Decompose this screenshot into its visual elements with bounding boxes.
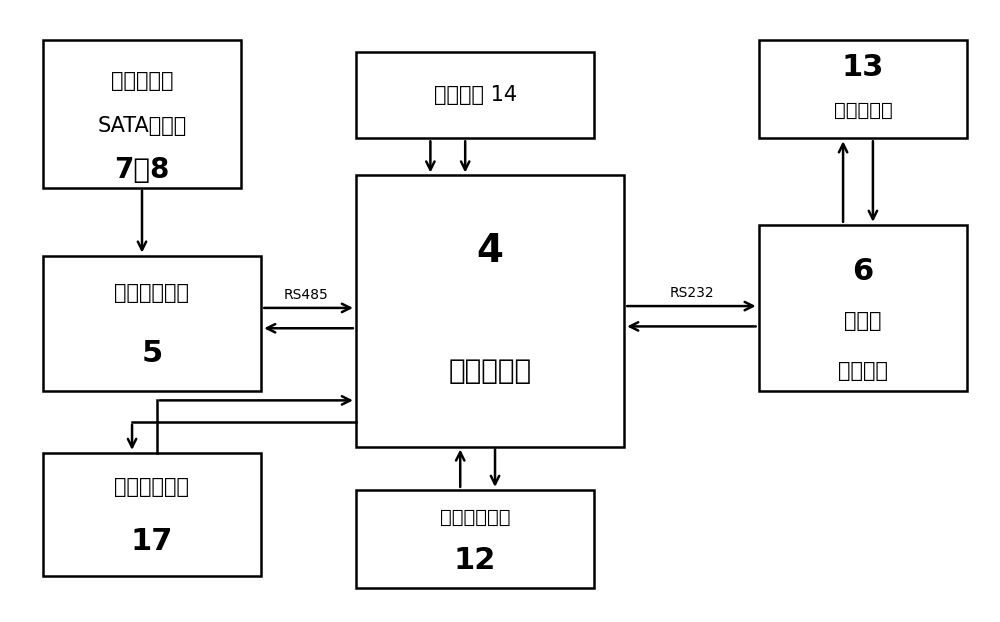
Text: RS232: RS232 — [670, 286, 714, 300]
Text: 操控按鈕 14: 操控按鈕 14 — [434, 85, 517, 105]
Bar — [43, 40, 241, 188]
Text: 主口接板、: 主口接板、 — [111, 71, 173, 91]
Text: 6: 6 — [852, 257, 874, 285]
Text: 显示模块: 显示模块 — [838, 361, 888, 381]
Bar — [356, 490, 594, 588]
Text: 5: 5 — [141, 338, 163, 368]
Bar — [759, 225, 967, 391]
Text: 17: 17 — [131, 527, 173, 556]
Bar — [43, 256, 261, 391]
Text: 13: 13 — [842, 53, 884, 82]
Text: 4: 4 — [477, 233, 504, 271]
Bar — [356, 52, 594, 139]
Bar — [43, 453, 261, 576]
Text: 数据存储模块: 数据存储模块 — [114, 477, 189, 498]
Text: 触摸屏: 触摸屏 — [844, 311, 882, 332]
Text: 单片机主板: 单片机主板 — [448, 356, 532, 384]
Bar — [356, 175, 624, 447]
Text: 扩展通讯接口: 扩展通讯接口 — [440, 508, 510, 527]
Text: 触摸显示屏: 触摸显示屏 — [834, 101, 892, 120]
Text: 12: 12 — [454, 546, 496, 575]
Bar — [759, 40, 967, 139]
Text: 7、8: 7、8 — [114, 156, 170, 184]
Text: SATA接口板: SATA接口板 — [97, 116, 187, 136]
Text: 数据采集模块: 数据采集模块 — [114, 284, 189, 304]
Text: RS485: RS485 — [284, 288, 328, 302]
